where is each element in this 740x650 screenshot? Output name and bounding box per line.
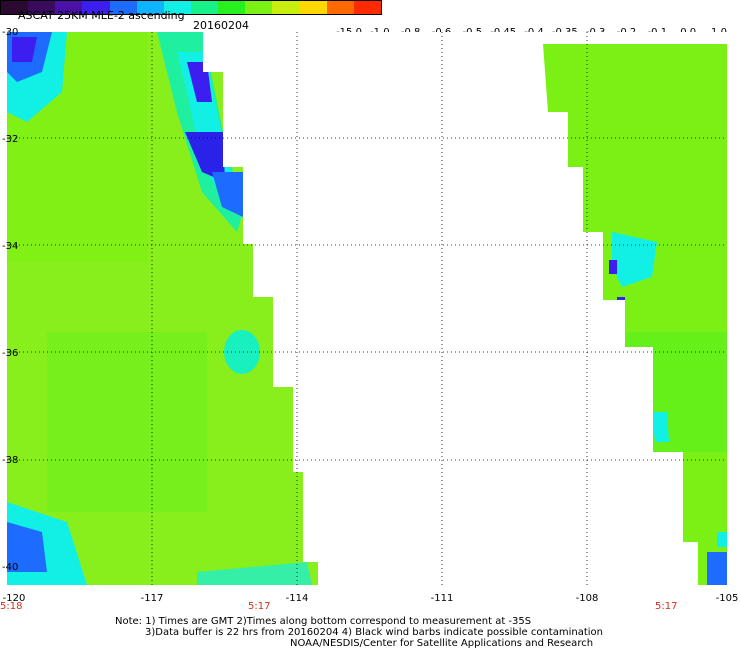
x-axis-label: -105 [715, 593, 739, 604]
colorbar-swatch [353, 1, 381, 14]
y-axis-label: -32 [2, 134, 19, 145]
x-axis-label: -117 [140, 593, 164, 604]
colorbar-swatch [163, 1, 191, 14]
note-line: 3)Data buffer is 22 hrs from 20160204 4)… [145, 627, 603, 638]
colorbar-swatch [299, 1, 327, 14]
colorbar-swatch [136, 1, 164, 14]
gridlines [7, 32, 727, 585]
colorbar [0, 0, 382, 15]
colorbar-swatch [272, 1, 300, 14]
x-axis-label: -111 [430, 593, 454, 604]
y-axis-label: -30 [2, 27, 19, 38]
y-axis-label: -36 [2, 348, 19, 359]
x-axis-label: -114 [285, 593, 309, 604]
colorbar-swatch [326, 1, 354, 14]
colorbar-swatch [28, 1, 56, 14]
colorbar-swatch [190, 1, 219, 14]
colorbar-swatch [109, 1, 137, 14]
x-axis-label: -108 [575, 593, 599, 604]
colorbar-swatch [82, 1, 110, 14]
colorbar-swatch [245, 1, 273, 14]
y-axis-label: -40 [2, 562, 19, 573]
time-label: 5:17 [248, 601, 271, 612]
left-swath [7, 32, 318, 585]
y-axis-label: -38 [2, 455, 19, 466]
colorbar-swatch [218, 1, 246, 14]
x-axis-label: -120 [2, 593, 26, 604]
note-line: NOAA/NESDIS/Center for Satellite Applica… [290, 638, 594, 649]
time-label: 5:17 [655, 601, 678, 612]
map-date: 20160204 [193, 19, 249, 32]
right-swath [543, 44, 727, 585]
time-label: 5:18 [0, 601, 23, 612]
colorbar-swatch [55, 1, 83, 14]
note-line: Note: 1) Times are GMT 2)Times along bot… [115, 616, 532, 627]
y-axis-label: -34 [2, 241, 19, 252]
swath-map [7, 32, 727, 585]
map-title: ASCAT 25KM MLE-2 ascending [18, 9, 185, 22]
colorbar-swatch [1, 1, 29, 14]
